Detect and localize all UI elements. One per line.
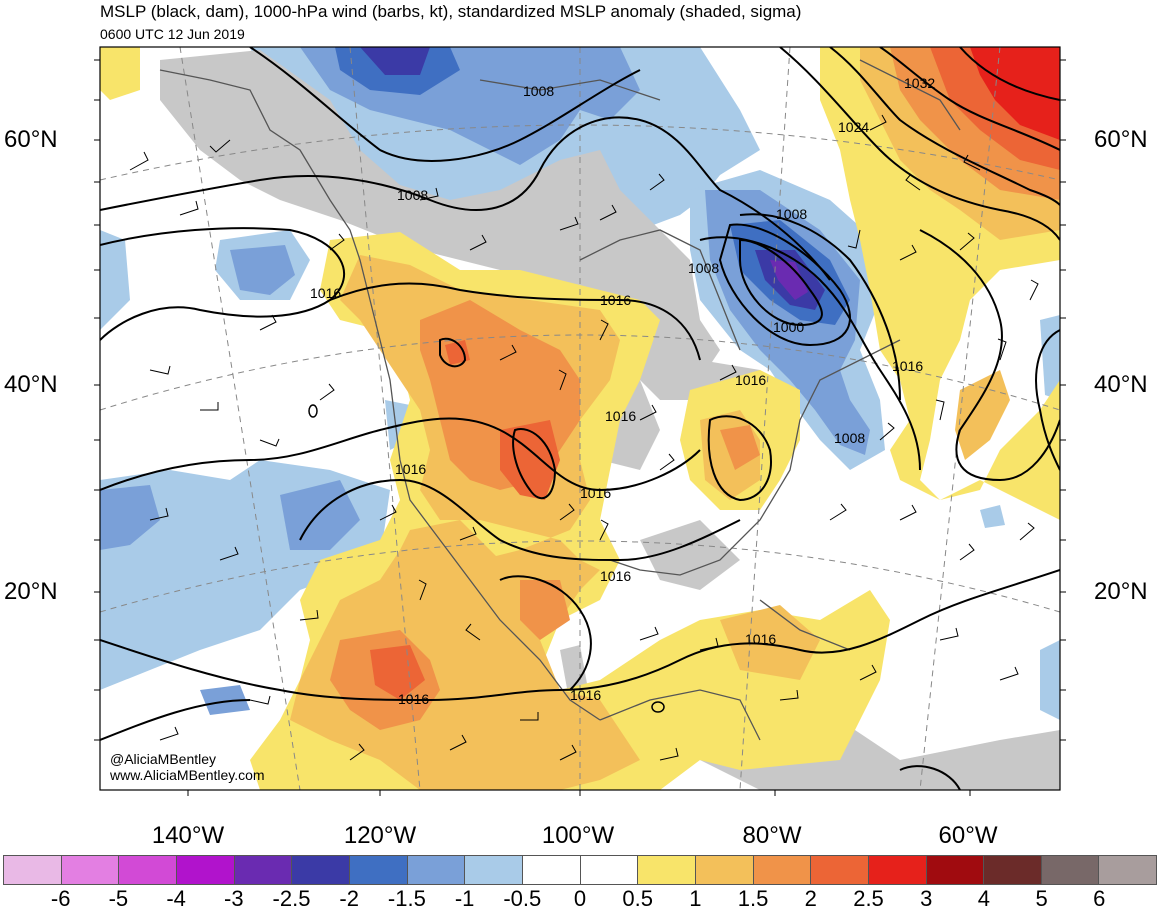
- lat-label-left: 60°N: [4, 126, 58, 153]
- isobar-label: 1008: [776, 206, 807, 222]
- colorbar-tick-label: -1.5: [387, 886, 426, 911]
- isobar-label: 1016: [600, 568, 631, 584]
- colorbar-swatch: [176, 856, 235, 884]
- colorbar-swatch: [119, 856, 177, 884]
- colorbar-swatch: [349, 856, 408, 884]
- colorbar-tick-label: 0.5: [622, 886, 653, 911]
- isobar-label: 1016: [605, 408, 636, 424]
- colorbar-swatch: [1099, 856, 1157, 884]
- colorbar-tick-label: 4: [977, 886, 991, 911]
- colorbar-swatch: [926, 856, 985, 884]
- colorbar-swatch: [984, 856, 1042, 884]
- colorbar-swatch: [868, 856, 927, 884]
- colorbar-tick-label: 2.5: [853, 886, 884, 911]
- isobar-labels: 1008 1008 1008 1008 1008 1016 1016 1016 …: [310, 75, 935, 707]
- isobar-label: 1032: [904, 75, 935, 91]
- credit-site: www.AliciaMBentley.com: [109, 767, 265, 783]
- colorbar-tick-label: 5: [1035, 886, 1048, 911]
- isobar-label: 1016: [395, 461, 426, 477]
- colorbar-swatch: [4, 856, 62, 884]
- colorbar-tick-label: -4: [166, 886, 186, 911]
- colorbar-tick-label: -1: [454, 886, 475, 911]
- isobar-label: 1016: [580, 485, 611, 501]
- frame-ticks: [94, 59, 1066, 796]
- colorbar-swatch: [292, 856, 350, 884]
- isobar-label: 1008: [834, 430, 865, 446]
- isobar-label: 1016: [570, 687, 601, 703]
- lat-label-right: 20°N: [1094, 578, 1148, 605]
- colorbar-swatch: [61, 856, 120, 884]
- colorbar-swatch: [638, 856, 696, 884]
- positive-anomaly-extreme: [970, 47, 1060, 140]
- valid-time: 0600 UTC 12 Jun 2019: [100, 26, 245, 42]
- colorbar-swatch: [811, 856, 869, 884]
- colorbar-tick-label: 1: [689, 886, 702, 911]
- graticule: [100, 47, 1060, 790]
- isobar-label: 1016: [310, 285, 341, 301]
- colorbar-swatch: [465, 856, 523, 884]
- colorbar-swatch: [522, 856, 581, 884]
- lat-label-left: 40°N: [4, 371, 58, 398]
- lat-label-right: 40°N: [1094, 371, 1148, 398]
- isobar-label: 1008: [523, 83, 554, 99]
- colorbar-tick-label: -6: [50, 886, 71, 911]
- colorbar-swatch: [234, 856, 293, 884]
- wind-barbs: [129, 114, 1039, 761]
- lat-label-right: 60°N: [1094, 126, 1148, 153]
- lon-label: 80°W: [742, 822, 802, 849]
- isobar-label: 1016: [600, 292, 631, 308]
- colorbar-tick-label: 6: [1093, 886, 1106, 911]
- isobars: [100, 47, 1060, 790]
- colorbar-tick-label: 1.5: [737, 886, 769, 911]
- colorbar-swatch: [407, 856, 466, 884]
- colorbar-tick-label: -2: [339, 886, 359, 911]
- lon-label: 100°W: [541, 822, 615, 849]
- colorbar: [3, 855, 1157, 885]
- colorbar-tick-label: 2: [804, 886, 817, 911]
- isobar-label: 1016: [892, 358, 923, 374]
- isobar-label: 1000: [773, 319, 804, 335]
- lon-label: 120°W: [343, 822, 417, 849]
- isobar-label: 1008: [688, 260, 719, 276]
- isobar-label: 1024: [838, 119, 869, 135]
- colorbar-swatch: [695, 856, 754, 884]
- credit-handle: @AliciaMBentley: [110, 751, 216, 767]
- colorbar-swatch: [580, 856, 639, 884]
- colorbar-tick-label: 3: [920, 886, 933, 911]
- isobar-label: 1016: [735, 372, 766, 388]
- pressure-centers: [308, 404, 665, 713]
- map-title: MSLP (black, dam), 1000-hPa wind (barbs,…: [100, 2, 802, 21]
- lon-label: 140°W: [151, 822, 225, 849]
- isobar-label: 1016: [745, 631, 776, 647]
- isobar-label: 1016: [398, 691, 429, 707]
- colorbar-tick-label: -5: [108, 886, 129, 911]
- coastlines: [159, 59, 961, 741]
- colorbar-swatch: [753, 856, 812, 884]
- lat-label-left: 20°N: [4, 578, 58, 605]
- colorbar-swatch: [1041, 856, 1100, 884]
- colorbar-tick-label: 0: [573, 886, 587, 911]
- colorbar-tick-label: -2.5: [272, 886, 311, 911]
- lon-label: 60°W: [938, 822, 998, 849]
- isobar-label: 1008: [397, 187, 428, 203]
- colorbar-tick-label: -3: [224, 886, 244, 911]
- colorbar-tick-label: -0.5: [503, 886, 542, 911]
